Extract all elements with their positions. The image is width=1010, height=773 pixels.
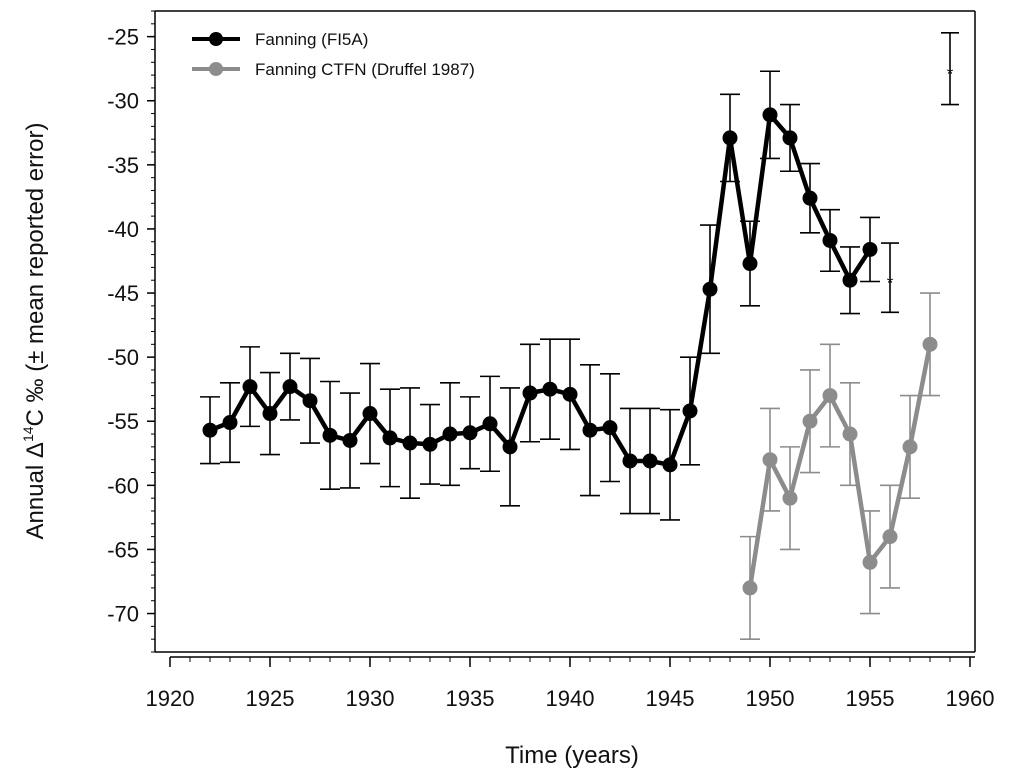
legend-swatch-marker-0 xyxy=(209,32,223,46)
y-tick-label-7: -60 xyxy=(107,473,139,498)
legend: Fanning (FI5A) Fanning CTFN (Druffel 198… xyxy=(192,30,475,79)
series-1 xyxy=(740,292,940,640)
x-axis: 1920 1925 1930 1935 1940 1945 1950 1955 1960 xyxy=(146,657,995,711)
series-line-1 xyxy=(747,343,933,589)
data-point-0-12 xyxy=(442,426,458,442)
data-point-0-10 xyxy=(402,435,418,451)
x-tick-label-3: 1935 xyxy=(446,686,495,711)
data-point-0-21 xyxy=(622,453,638,469)
y-tick-label-2: -35 xyxy=(107,153,139,178)
legend-entry-fanning-fi5a: Fanning (FI5A) xyxy=(255,30,368,49)
data-point-0-24 xyxy=(682,403,698,419)
data-point-0-25 xyxy=(702,281,718,297)
series-layer xyxy=(200,70,940,640)
data-point-1-1 xyxy=(762,452,778,468)
series-0 xyxy=(200,70,880,521)
data-point-0-29 xyxy=(782,130,798,146)
data-point-0-33 xyxy=(862,241,878,257)
x-axis-title: Time (years) xyxy=(505,742,639,769)
legend-entry-fanning-ctfn: Fanning CTFN (Druffel 1987) xyxy=(255,60,475,79)
data-point-0-16 xyxy=(522,385,538,401)
y-tick-label-5: -50 xyxy=(107,345,139,370)
data-point-0-18 xyxy=(562,386,578,402)
x-tick-label-4: 1940 xyxy=(546,686,595,711)
data-point-0-6 xyxy=(322,427,338,443)
series-line-0 xyxy=(209,112,872,468)
data-point-0-2 xyxy=(242,379,258,395)
data-point-1-3 xyxy=(802,413,818,429)
y-axis-title: Annual Δ14C ‰ (± mean reported error) xyxy=(20,123,49,540)
plot-frame xyxy=(154,10,976,658)
data-point-0-3 xyxy=(262,406,278,422)
data-point-0-31 xyxy=(822,232,838,248)
y-tick-label-4: -45 xyxy=(107,281,139,306)
data-point-0-14 xyxy=(482,416,498,432)
data-point-0-5 xyxy=(302,393,318,409)
data-point-0-20 xyxy=(602,420,618,436)
data-point-0-11 xyxy=(422,436,438,452)
data-point-0-15 xyxy=(502,439,518,455)
x-tick-label-2: 1930 xyxy=(346,686,395,711)
x-tick-label-0: 1920 xyxy=(146,686,195,711)
data-point-1-7 xyxy=(882,529,898,545)
data-point-0-0 xyxy=(202,422,218,438)
x-tick-label-5: 1945 xyxy=(646,686,695,711)
data-point-0-4 xyxy=(282,379,298,395)
x-tick-label-7: 1955 xyxy=(846,686,895,711)
data-point-1-0 xyxy=(742,580,758,596)
y-tick-label-0: -25 xyxy=(107,25,139,50)
x-tick-label-1: 1925 xyxy=(246,686,295,711)
data-point-1-5 xyxy=(842,426,858,442)
data-point-0-23 xyxy=(662,457,678,473)
annotation-marker-1: * xyxy=(947,65,954,84)
data-point-1-9 xyxy=(922,336,938,352)
y-tick-label-8: -65 xyxy=(107,537,139,562)
y-axis: -25 -30 -35 -40 -45 -50 -55 -60 -65 -70 xyxy=(107,10,155,653)
annotations: ** xyxy=(881,31,959,314)
data-point-1-2 xyxy=(782,490,798,506)
data-point-0-17 xyxy=(542,381,558,397)
data-point-0-13 xyxy=(462,425,478,441)
data-point-0-22 xyxy=(642,453,658,469)
y-tick-label-3: -40 xyxy=(107,217,139,242)
data-point-0-28 xyxy=(762,107,778,123)
y-axis-title-suffix: C ‰ (± mean reported error) xyxy=(22,123,49,427)
y-axis-title-superscript: 14 xyxy=(20,426,36,442)
data-point-0-7 xyxy=(342,432,358,448)
data-point-1-8 xyxy=(902,439,918,455)
y-axis-title-prefix: Annual Δ xyxy=(22,442,49,539)
data-point-0-30 xyxy=(802,190,818,206)
data-point-1-6 xyxy=(862,554,878,570)
data-point-0-19 xyxy=(582,422,598,438)
data-point-0-32 xyxy=(842,272,858,288)
data-point-0-27 xyxy=(742,256,758,272)
x-tick-label-8: 1960 xyxy=(946,686,995,711)
y-tick-label-9: -70 xyxy=(107,602,139,627)
data-point-0-9 xyxy=(382,430,398,446)
data-point-0-8 xyxy=(362,406,378,422)
x-tick-label-6: 1950 xyxy=(746,686,795,711)
annotation-marker-0: * xyxy=(887,274,894,293)
y-tick-label-1: -30 xyxy=(107,89,139,114)
legend-swatch-marker-1 xyxy=(209,62,223,76)
data-point-1-4 xyxy=(822,388,838,404)
y-tick-label-6: -55 xyxy=(107,409,139,434)
data-point-0-1 xyxy=(222,415,238,431)
data-point-0-26 xyxy=(722,130,738,146)
